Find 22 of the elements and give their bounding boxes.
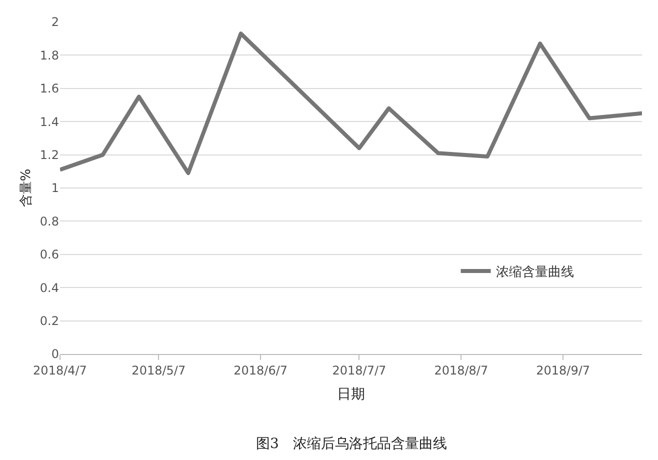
caption: 图3 浓缩后乌洛托品含量曲线 bbox=[256, 436, 447, 452]
x-tick-label: 2018/5/7 bbox=[132, 363, 186, 378]
x-tick-label: 2018/9/7 bbox=[536, 363, 590, 378]
y-tick-label: 2 bbox=[51, 15, 59, 30]
x-tick-label: 2018/4/7 bbox=[33, 363, 87, 378]
x-axis-title: 日期 bbox=[337, 386, 365, 403]
x-tick-label: 2018/7/7 bbox=[332, 363, 386, 378]
x-tick-label: 2018/6/7 bbox=[234, 363, 288, 378]
y-tick-label: 1.8 bbox=[40, 48, 59, 62]
y-tick-label: 0.8 bbox=[40, 214, 59, 228]
y-tick-label: 0.4 bbox=[40, 280, 59, 295]
x-tick-label: 2018/8/7 bbox=[434, 363, 488, 378]
y-tick-label: 0 bbox=[51, 347, 59, 362]
y-tick-label: 1.2 bbox=[40, 148, 59, 162]
y-tick-label: 0.6 bbox=[40, 248, 59, 262]
y-axis-title: 含量% bbox=[18, 168, 34, 208]
y-tick-label: 0.2 bbox=[40, 314, 59, 328]
line-series bbox=[60, 32, 642, 176]
legend-label: 浓缩含量曲线 bbox=[496, 265, 574, 280]
y-tick-label: 1 bbox=[51, 181, 59, 196]
y-tick-label: 1.4 bbox=[40, 114, 59, 129]
y-tick-label: 1.6 bbox=[40, 82, 59, 96]
